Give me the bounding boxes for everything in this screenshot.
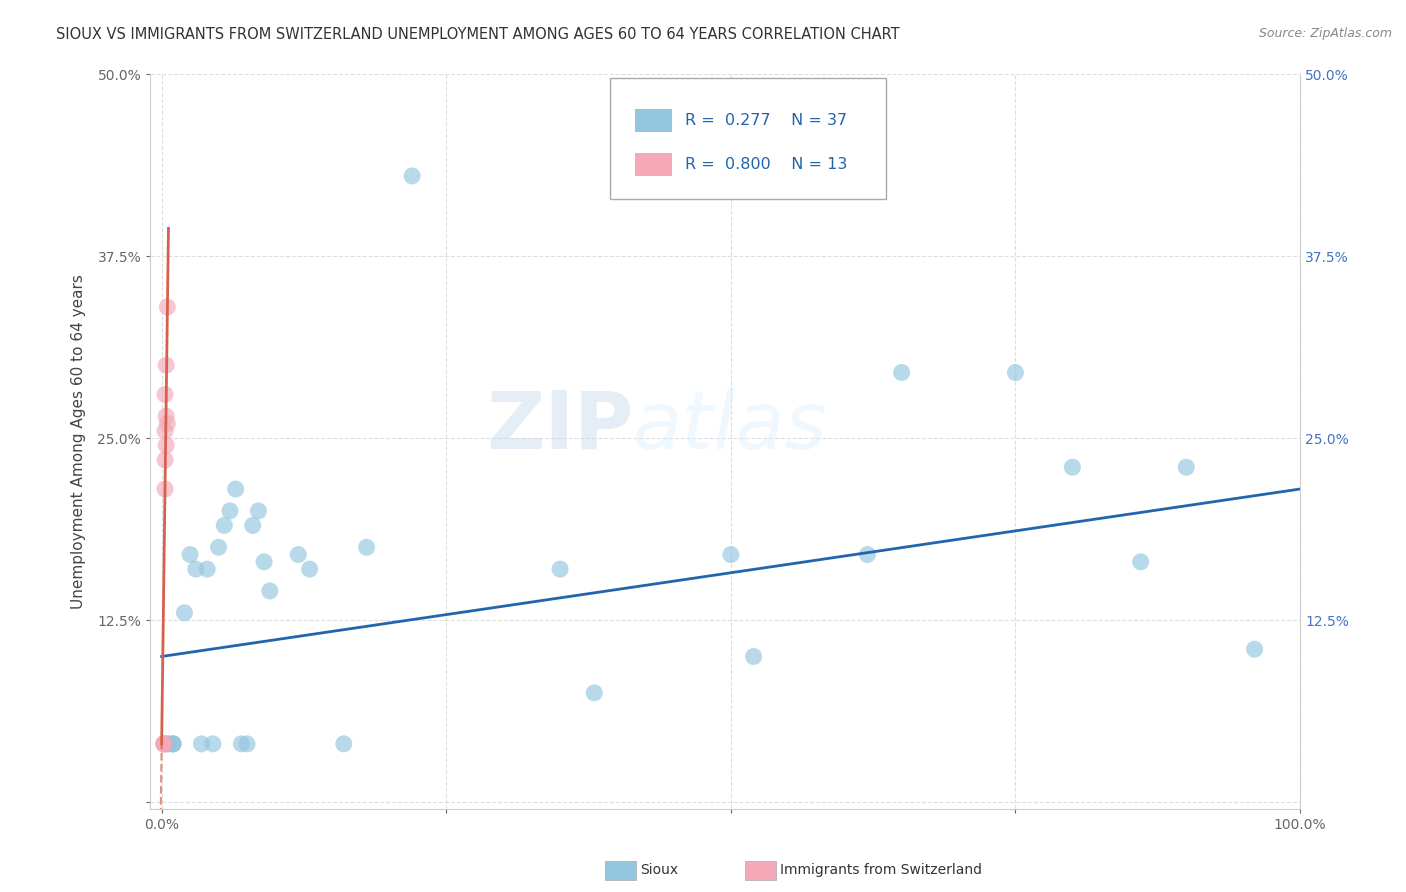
- Point: [201, 737, 224, 751]
- Point: [259, 584, 281, 599]
- Point: [153, 737, 176, 751]
- Point: [155, 438, 177, 452]
- Point: [356, 541, 378, 555]
- FancyBboxPatch shape: [610, 78, 886, 199]
- Point: [153, 387, 176, 401]
- Point: [156, 417, 179, 431]
- Point: [195, 562, 218, 576]
- Point: [231, 737, 253, 751]
- Point: [156, 300, 179, 314]
- Point: [162, 737, 184, 751]
- Point: [219, 504, 242, 518]
- Point: [153, 482, 176, 496]
- Point: [720, 548, 742, 562]
- Point: [153, 424, 176, 438]
- Point: [583, 686, 606, 700]
- Point: [190, 737, 212, 751]
- Text: Source: ZipAtlas.com: Source: ZipAtlas.com: [1258, 27, 1392, 40]
- Point: [156, 737, 179, 751]
- Point: [156, 737, 179, 751]
- Point: [242, 518, 264, 533]
- Point: [401, 169, 423, 183]
- Point: [153, 737, 176, 751]
- Bar: [636, 153, 672, 177]
- Point: [153, 737, 176, 751]
- Point: [742, 649, 765, 664]
- Point: [212, 518, 235, 533]
- Point: [890, 366, 912, 380]
- Point: [173, 606, 195, 620]
- Point: [184, 562, 207, 576]
- Point: [333, 737, 356, 751]
- Point: [162, 737, 184, 751]
- Point: [548, 562, 571, 576]
- Point: [236, 737, 259, 751]
- Text: ZIP: ZIP: [486, 388, 633, 466]
- Point: [207, 541, 229, 555]
- Point: [287, 548, 309, 562]
- Text: Sioux: Sioux: [640, 863, 678, 877]
- Point: [155, 358, 177, 372]
- Point: [856, 548, 879, 562]
- Point: [225, 482, 247, 496]
- Text: R =  0.277    N = 37: R = 0.277 N = 37: [685, 113, 846, 128]
- Bar: [636, 109, 672, 132]
- Y-axis label: Unemployment Among Ages 60 to 64 years: Unemployment Among Ages 60 to 64 years: [72, 274, 86, 609]
- Point: [247, 504, 270, 518]
- Point: [153, 737, 176, 751]
- Point: [179, 548, 201, 562]
- Point: [1243, 642, 1265, 657]
- Point: [1062, 460, 1084, 475]
- Point: [253, 555, 276, 569]
- Point: [1129, 555, 1152, 569]
- Text: atlas: atlas: [633, 388, 828, 466]
- Point: [155, 409, 177, 424]
- Point: [162, 737, 184, 751]
- Text: SIOUX VS IMMIGRANTS FROM SWITZERLAND UNEMPLOYMENT AMONG AGES 60 TO 64 YEARS CORR: SIOUX VS IMMIGRANTS FROM SWITZERLAND UNE…: [56, 27, 900, 42]
- Point: [1175, 460, 1198, 475]
- Point: [153, 453, 176, 467]
- Point: [1004, 366, 1026, 380]
- Point: [298, 562, 321, 576]
- Text: Immigrants from Switzerland: Immigrants from Switzerland: [780, 863, 983, 877]
- Text: R =  0.800    N = 13: R = 0.800 N = 13: [685, 157, 848, 172]
